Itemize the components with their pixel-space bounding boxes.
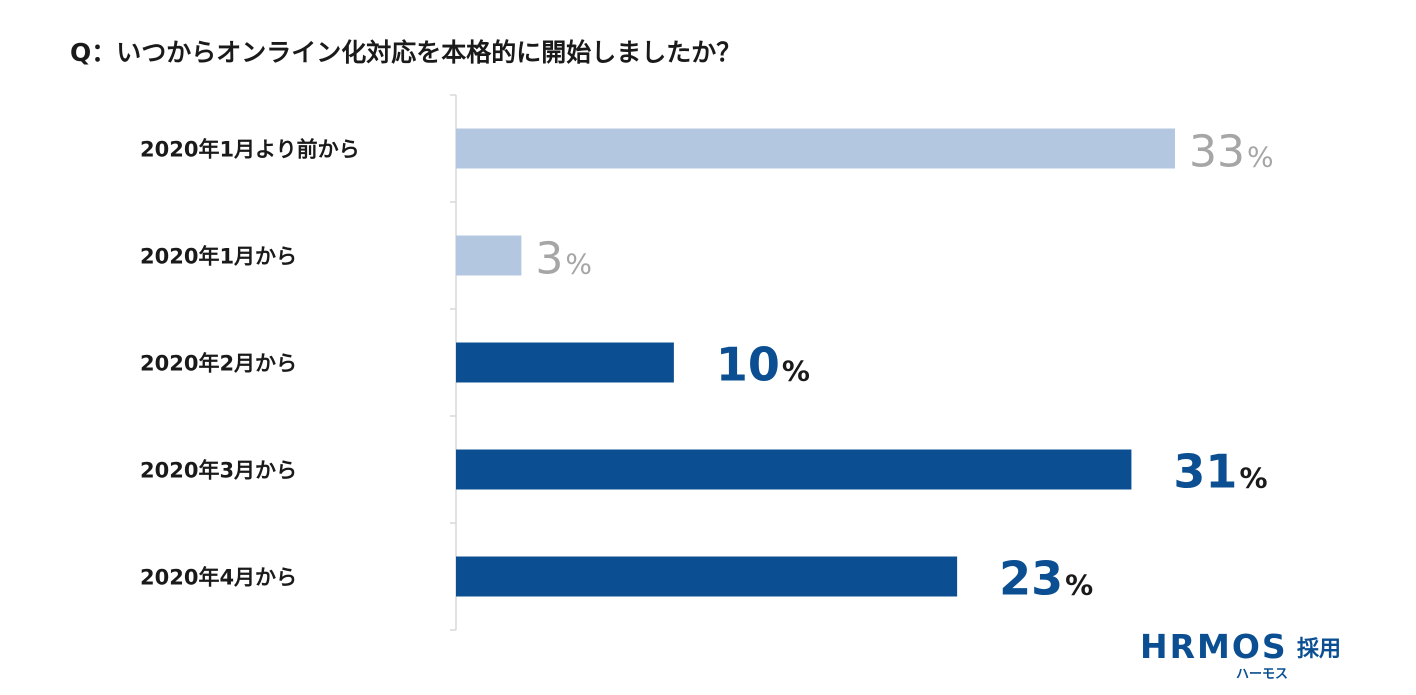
value-label-1: 3% — [535, 234, 592, 285]
category-label-2: 2020年2月から — [140, 352, 297, 376]
value-unit-2: % — [782, 355, 810, 388]
value-unit-0: % — [1247, 141, 1274, 174]
category-label-4: 2020年4月から — [140, 566, 297, 590]
logo-kana: ハーモス — [1236, 667, 1288, 682]
value-unit-1: % — [565, 248, 592, 281]
category-label-1: 2020年1月から — [140, 245, 297, 269]
value-labels: 33%3%10%31%23% — [535, 127, 1273, 606]
value-label-3: 31% — [1173, 445, 1267, 499]
bar-4 — [456, 556, 958, 597]
value-unit-4: % — [1065, 569, 1093, 602]
value-number-3: 31 — [1173, 445, 1237, 499]
logo-text: HRMOS — [1140, 627, 1288, 666]
value-label-2: 10% — [716, 338, 810, 392]
value-unit-3: % — [1239, 462, 1267, 495]
value-number-2: 10 — [716, 338, 780, 392]
value-number-4: 23 — [999, 552, 1063, 606]
logo-suffix: 採用 — [1297, 637, 1341, 662]
bar-3 — [456, 449, 1132, 490]
bar-2 — [456, 342, 674, 383]
value-number-1: 3 — [535, 234, 563, 285]
value-label-0: 33% — [1189, 127, 1274, 178]
bar-1 — [456, 235, 522, 276]
bar-0 — [456, 128, 1175, 169]
axis-ticks — [450, 94, 456, 631]
bars-group — [456, 128, 1175, 597]
chart-title: Q：いつからオンライン化対応を本格的に開始しましたか？ — [70, 38, 741, 67]
category-labels: 2020年1月より前から 2020年1月から 2020年2月から 2020年3月から 2… — [140, 138, 360, 590]
hrmos-logo: HRMOS 採用 ハーモス — [1140, 627, 1341, 682]
category-label-0: 2020年1月より前から — [140, 138, 360, 162]
category-label-3: 2020年3月から — [140, 459, 297, 483]
value-label-4: 23% — [999, 552, 1093, 606]
value-number-0: 33 — [1189, 127, 1245, 178]
